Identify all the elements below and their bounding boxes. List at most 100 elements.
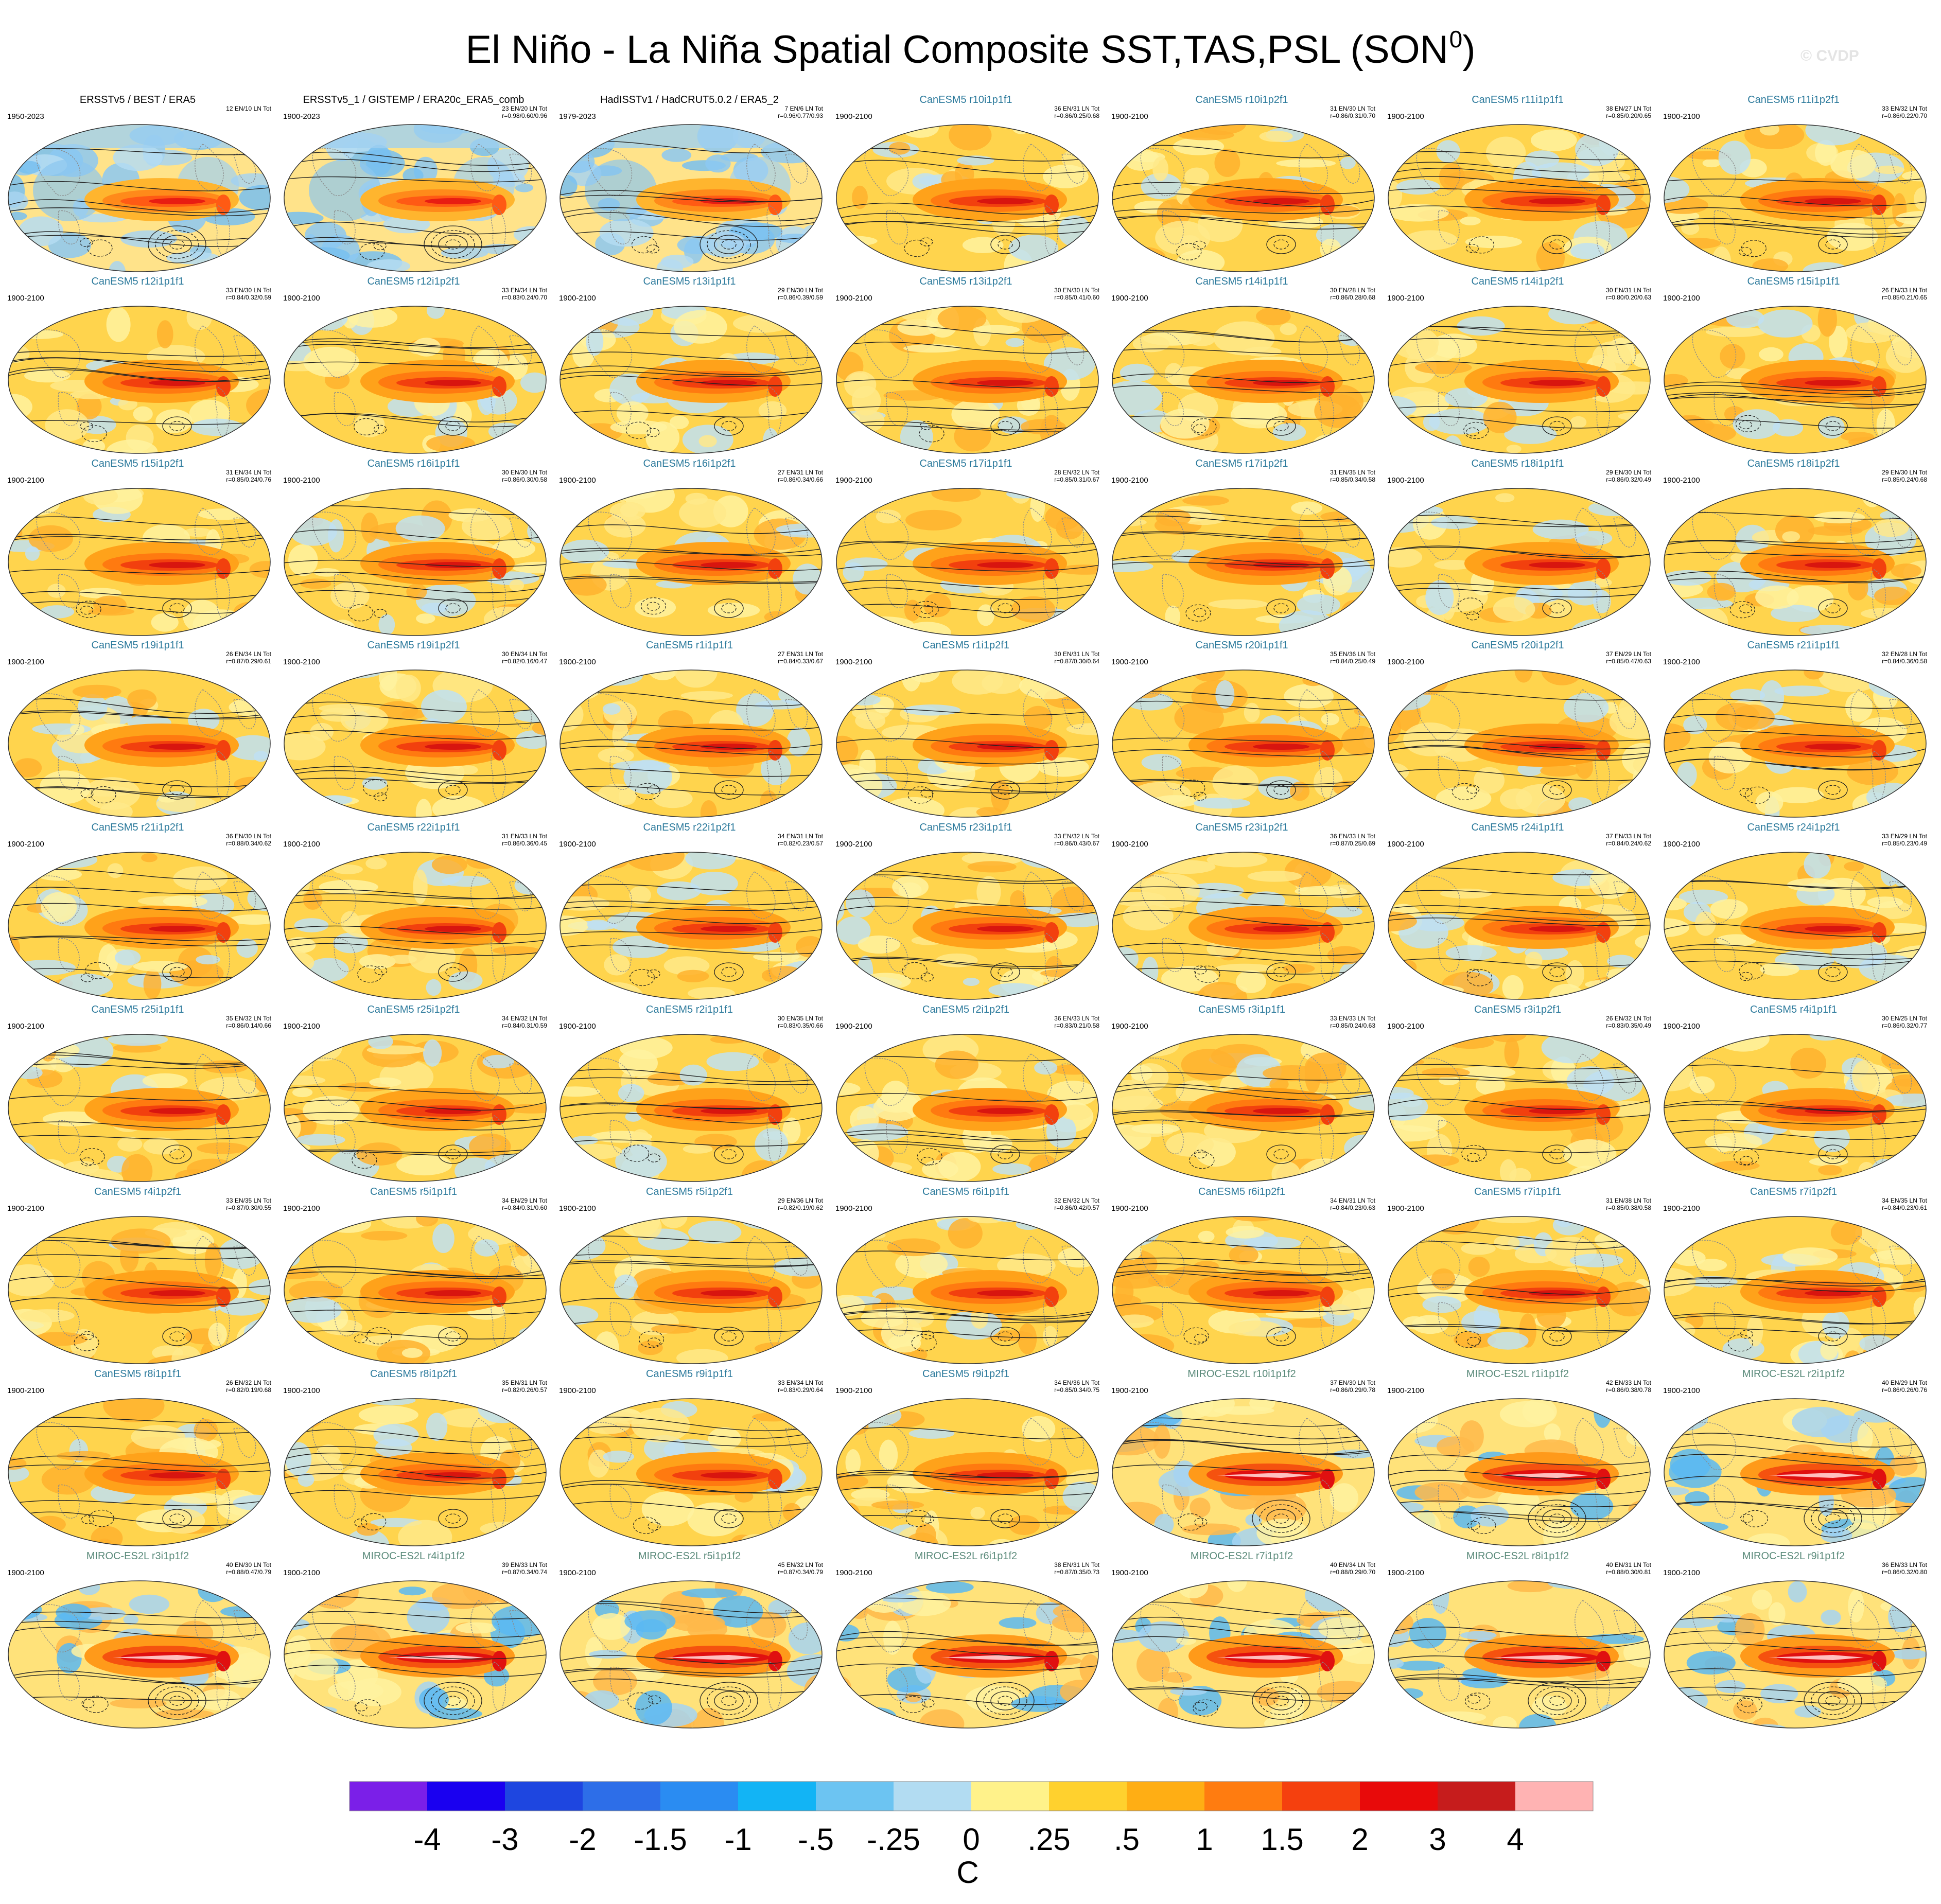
anomaly-patch: [198, 1581, 229, 1602]
anomaly-patch: [1254, 1687, 1280, 1706]
coast-warm-patch: [216, 740, 231, 761]
anomaly-patch: [1890, 1455, 1918, 1476]
land-outline: [58, 574, 80, 608]
coast-warm-patch: [1044, 1469, 1059, 1489]
psl-contour-ring: [1266, 1509, 1296, 1528]
land-outline: [1438, 755, 1460, 790]
psl-contour-ring: [162, 1691, 192, 1711]
anomaly-patch: [1457, 316, 1505, 336]
land-outline: [195, 1053, 224, 1101]
land-outline: [233, 517, 256, 548]
anomaly-patch: [1112, 308, 1146, 334]
panel-title: CanESM5 r10i1p2f1: [1195, 94, 1288, 105]
map-border: [8, 1034, 271, 1182]
anomaly-patch: [1128, 619, 1173, 636]
anomaly-patch: [976, 807, 1002, 817]
psl-contour: [8, 1426, 270, 1434]
anomaly-patch: [316, 1444, 341, 1464]
anomaly-patch: [786, 727, 811, 757]
anomaly-patch: [1349, 258, 1370, 272]
anomaly-patch: [560, 1338, 587, 1364]
anomaly-patch: [1888, 1344, 1917, 1364]
anomaly-patch: [413, 869, 428, 904]
land-outline: [1162, 210, 1184, 244]
anomaly-patch: [1807, 525, 1863, 536]
composite-map: [1388, 669, 1651, 818]
psl-contour: [1664, 178, 1926, 183]
anomaly-patch: [1859, 1335, 1894, 1352]
colorbar-tick-label: 1.5: [1261, 1822, 1304, 1857]
psl-contour: [1388, 1673, 1650, 1685]
anomaly-patch: [288, 544, 318, 576]
anomaly-patch: [20, 1309, 75, 1323]
anomaly-patch: [284, 1353, 324, 1364]
anomaly-patch: [788, 1161, 822, 1181]
anomaly-patch: [1867, 896, 1903, 908]
anomaly-patch: [804, 1406, 822, 1439]
psl-contour-ring: [1535, 1686, 1579, 1715]
panel-period: 1900-2100: [1111, 1204, 1148, 1213]
psl-contour-ring: [1528, 1682, 1586, 1720]
psl-contour: [560, 365, 822, 375]
map-border: [559, 306, 823, 454]
panel-title: ERSSTv5 / BEST / ERA5: [79, 94, 196, 105]
anomaly-patch: [1587, 440, 1612, 453]
psl-contour: [560, 331, 822, 337]
anomaly-patch: [1388, 443, 1401, 452]
anomaly-patch: [560, 794, 578, 807]
coast-warm-patch: [1320, 1104, 1335, 1125]
land-outline: [1416, 1422, 1461, 1470]
land-outline: [334, 1666, 356, 1701]
colorbar-swatch: [1127, 1782, 1205, 1811]
map-border: [284, 1398, 547, 1546]
psl-contour: [1664, 959, 1926, 966]
land-outline: [1438, 210, 1460, 244]
coast-warm-patch: [1596, 376, 1611, 397]
panel-title: CanESM5 r12i1p2f1: [367, 276, 460, 287]
map-border: [1112, 1034, 1375, 1182]
map-border: [1112, 1580, 1375, 1729]
land-outline: [588, 148, 633, 196]
panel-period: 1900-2100: [1663, 1022, 1700, 1031]
map-border: [284, 124, 547, 272]
anomaly-patch: [1161, 966, 1219, 992]
psl-contour: [8, 1254, 270, 1260]
anomaly-patch: [839, 413, 860, 424]
land-outline: [746, 325, 776, 373]
anomaly-patch: [593, 1667, 637, 1696]
anomaly-patch: [612, 719, 629, 752]
anomaly-patch: [246, 258, 266, 272]
panel-stats: 31 EN/30 LN Tot r=0.86/0.31/0.70: [1330, 105, 1375, 119]
map-border: [8, 1580, 271, 1729]
psl-contour-ring: [1737, 1696, 1763, 1714]
anomaly-patch: [1112, 1293, 1141, 1309]
enso-peak: [1529, 926, 1585, 932]
psl-contour: [836, 1250, 1098, 1261]
land-outline: [1140, 693, 1185, 742]
anomaly-patch: [1142, 957, 1159, 985]
land-outline: [1299, 689, 1328, 737]
psl-contour-ring: [1549, 239, 1565, 250]
land-outline: [1140, 148, 1185, 196]
land-outline: [1162, 1484, 1184, 1519]
coast-warm-patch: [1596, 740, 1611, 761]
coast-warm-patch: [216, 1286, 231, 1307]
anomaly-patch: [1125, 1035, 1179, 1057]
anomaly-patch: [586, 327, 604, 356]
land-outline: [1416, 512, 1461, 560]
anomaly-patch: [1585, 1634, 1644, 1644]
coast-warm-patch: [216, 558, 231, 579]
land-outline: [1337, 1245, 1360, 1276]
map-border: [1664, 1034, 1927, 1182]
anomaly-patch: [1112, 892, 1166, 907]
psl-contour-ring: [354, 418, 379, 435]
psl-contour-ring: [1259, 1504, 1303, 1533]
psl-contour: [836, 708, 1098, 716]
psl-contour: [836, 1143, 1098, 1154]
panel-title: MIROC-ES2L r3i1p1f2: [86, 1550, 189, 1562]
anomaly-patch: [760, 853, 807, 873]
psl-contour: [284, 1446, 546, 1455]
anomaly-patch: [836, 1399, 872, 1416]
psl-contour: [1388, 958, 1650, 967]
psl-contour-ring: [1452, 783, 1478, 801]
